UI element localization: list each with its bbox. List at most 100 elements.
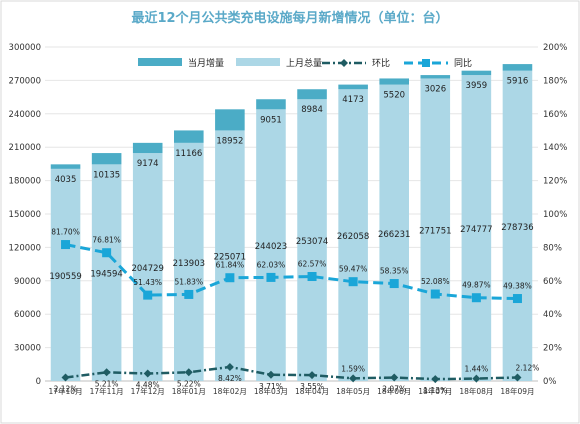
mom-line xyxy=(65,365,518,381)
y-left-tick-label: 270000 xyxy=(9,76,41,86)
bar-prev-total xyxy=(91,164,122,381)
x-tick-label: 17年10月 xyxy=(48,386,82,396)
mom-label: 5.21% xyxy=(95,379,119,388)
bar-prev-label: 244023 xyxy=(255,242,287,252)
bar-monthly-increase xyxy=(379,78,409,85)
yoy-label: 51.83% xyxy=(174,277,203,286)
mom-point xyxy=(390,373,399,382)
x-tick-label: 18年04月 xyxy=(295,386,329,396)
mom-point xyxy=(431,375,440,384)
mom-point xyxy=(513,373,522,382)
yoy-point xyxy=(389,279,399,289)
legend-swatch xyxy=(236,58,280,66)
mom-point xyxy=(102,368,111,377)
bar-monthly-increase xyxy=(420,75,451,79)
yoy-label: 49.38% xyxy=(503,282,532,291)
bar-monthly-label: 10135 xyxy=(93,170,120,180)
mom-label: 1.13% xyxy=(423,386,447,395)
y-right-tick-label: 20% xyxy=(543,344,562,354)
bar-prev-total xyxy=(297,99,327,382)
y-left-tick-label: 90000 xyxy=(14,277,41,287)
bar-monthly-increase xyxy=(256,99,286,110)
y-right-tick-label: 60% xyxy=(543,277,562,287)
bar-prev-label: 213903 xyxy=(173,259,205,269)
y-left-tick-label: 180000 xyxy=(9,177,41,187)
bar-prev-total xyxy=(420,78,451,381)
yoy-line xyxy=(65,243,518,301)
bar-monthly-label: 5520 xyxy=(383,91,405,101)
yoy-label: 49.87% xyxy=(462,281,491,290)
bar-monthly-label: 4173 xyxy=(342,95,364,105)
y-left-tick-label: 210000 xyxy=(9,143,41,153)
legend-marker xyxy=(422,59,430,67)
x-tick-label: 18年09月 xyxy=(500,386,534,396)
bar-monthly-label: 11166 xyxy=(175,149,202,159)
y-left-tick-label: 0 xyxy=(36,377,41,387)
mom-point xyxy=(184,368,193,377)
yoy-label: 62.57% xyxy=(298,260,327,269)
y-left-tick-label: 120000 xyxy=(9,243,41,253)
yoy-label: 61.84% xyxy=(216,261,245,270)
yoy-label: 51.43% xyxy=(133,278,162,287)
bar-monthly-increase xyxy=(338,84,368,90)
y-right-tick-label: 180% xyxy=(543,76,567,86)
mom-point xyxy=(143,369,152,378)
y-left-tick-label: 60000 xyxy=(14,310,41,320)
x-tick-label: 18年08月 xyxy=(459,386,493,396)
legend-marker xyxy=(340,59,348,67)
bar-monthly-increase xyxy=(215,109,245,131)
y-left-tick-label: 150000 xyxy=(9,210,41,220)
x-tick-label: 18年03月 xyxy=(254,386,288,396)
yoy-label: 81.70% xyxy=(51,228,80,237)
bar-prev-label: 190559 xyxy=(49,272,81,282)
bar-monthly-increase xyxy=(132,142,163,154)
y-left-tick-label: 30000 xyxy=(14,344,41,354)
bar-monthly-label: 3026 xyxy=(424,84,446,94)
bar-monthly-label: 8984 xyxy=(301,105,323,115)
bar-monthly-increase xyxy=(461,70,492,76)
y-right-tick-label: 80% xyxy=(543,243,562,253)
yoy-point xyxy=(430,289,440,299)
bar-prev-total xyxy=(502,70,533,381)
mom-point xyxy=(349,374,358,383)
bar-monthly-increase xyxy=(50,164,81,169)
yoy-point xyxy=(307,272,317,282)
y-right-tick-label: 0% xyxy=(543,377,557,387)
bar-prev-label: 274777 xyxy=(460,225,492,235)
bar-prev-label: 194594 xyxy=(90,270,122,280)
bar-prev-total xyxy=(50,168,81,381)
yoy-point xyxy=(471,293,481,303)
bar-prev-total xyxy=(461,75,492,381)
mom-label: 1.59% xyxy=(341,364,365,373)
legend-swatch xyxy=(138,58,182,66)
chart-title: 最近12个月公共类充电设施每月新增情况（单位：台） xyxy=(131,10,448,26)
bar-prev-total xyxy=(256,109,286,382)
bar-monthly-label: 9174 xyxy=(137,159,159,169)
bar-prev-label: 271751 xyxy=(419,227,451,237)
yoy-label: 76.81% xyxy=(92,236,121,245)
bar-prev-total xyxy=(215,130,245,381)
mom-point xyxy=(61,373,70,382)
bar-prev-label: 204729 xyxy=(131,264,163,274)
y-right-tick-label: 120% xyxy=(543,177,567,187)
mom-label: 2.12% xyxy=(54,384,78,393)
bar-monthly-increase xyxy=(91,153,122,165)
bar-monthly-increase xyxy=(502,64,533,71)
x-tick-label: 18年07月 xyxy=(418,386,452,396)
bar-prev-label: 253074 xyxy=(296,237,328,247)
bar-prev-label: 262058 xyxy=(337,232,369,242)
mom-label: 4.48% xyxy=(136,381,160,390)
y-right-tick-label: 200% xyxy=(543,43,567,53)
bar-monthly-label: 3959 xyxy=(466,81,488,91)
legend-label: 当月增量 xyxy=(188,57,224,69)
x-tick-label: 18年05月 xyxy=(336,386,370,396)
y-right-tick-label: 100% xyxy=(543,210,567,220)
bar-prev-total xyxy=(379,84,409,381)
yoy-point xyxy=(512,294,522,304)
x-tick-label: 18年02月 xyxy=(213,386,247,396)
mom-label: 1.44% xyxy=(464,365,488,374)
bar-monthly-label: 4035 xyxy=(55,175,77,185)
x-tick-label: 18年06月 xyxy=(377,386,411,396)
bar-prev-label: 278736 xyxy=(501,223,533,233)
